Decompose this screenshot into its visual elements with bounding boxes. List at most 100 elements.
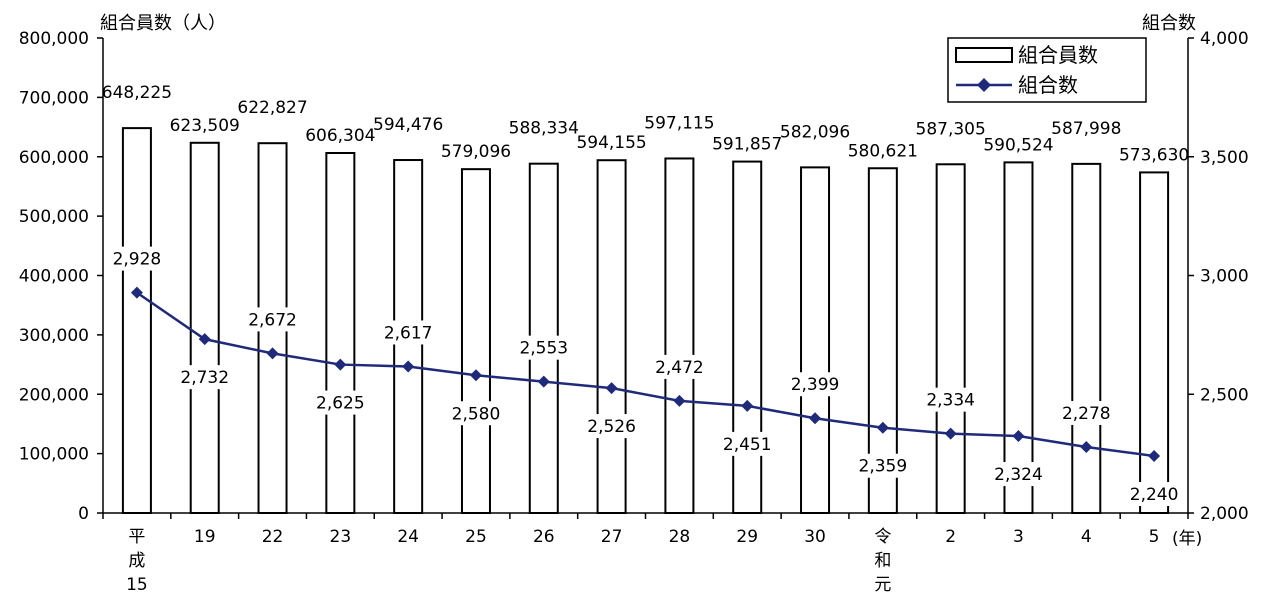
line-label-background: [1127, 482, 1182, 506]
bar-data-label: 579,096: [441, 142, 511, 162]
x-axis-category-label: 28: [669, 527, 691, 547]
line-label-background: [109, 246, 164, 271]
bar-data-label: 648,225: [102, 83, 172, 103]
bar-data-label: 590,524: [983, 135, 1053, 155]
line-data-label: 2,240: [1130, 485, 1179, 505]
bar-members: [664, 157, 695, 514]
bar-members: [596, 159, 627, 515]
bar-data-label: 580,621: [848, 141, 918, 161]
line-point-diamond: [673, 394, 686, 407]
line-data-label: 2,278: [1062, 404, 1111, 424]
line-point-diamond: [266, 347, 279, 360]
bar-data-label: 597,115: [644, 113, 714, 133]
x-axis-category-label: 19: [194, 527, 216, 547]
line-data-label: 2,359: [859, 457, 908, 477]
line-label-background: [177, 365, 232, 390]
line-point-diamond: [469, 369, 482, 382]
line-point-diamond: [1080, 440, 1093, 453]
bar-data-label: 588,334: [509, 119, 579, 139]
right-axis-tick-label: 2,000: [1200, 504, 1249, 524]
line-point-diamond: [876, 421, 889, 434]
x-axis-category-label: 2: [945, 527, 956, 547]
left-axis-tick-label: 500,000: [19, 207, 89, 227]
bar-members: [189, 141, 220, 514]
line-label-background: [313, 390, 368, 415]
line-label-background: [652, 354, 707, 379]
legend-label-members: 組合員数: [1018, 43, 1098, 67]
left-axis-tick-label: 400,000: [19, 267, 89, 287]
bar-members: [800, 166, 831, 514]
bar-data-label: 582,096: [780, 122, 850, 142]
x-axis-category-label: 3: [1013, 527, 1024, 547]
left-axis-tick-label: 200,000: [19, 385, 89, 405]
line-point-diamond: [809, 412, 822, 425]
x-axis-category-label: 22: [262, 527, 284, 547]
x-axis-category-label: 26: [533, 527, 555, 547]
bar-members: [935, 163, 966, 514]
line-label-background: [245, 307, 300, 332]
bar-data-label: 606,304: [305, 126, 375, 146]
left-axis-tick-label: 600,000: [19, 148, 89, 168]
right-axis-tick-label: 3,000: [1200, 267, 1249, 287]
right-axis-tick-label: 4,000: [1200, 29, 1249, 49]
legend-diamond-marker-icon: [977, 78, 991, 92]
line-label-background: [381, 320, 436, 345]
legend: 組合員数 組合数: [947, 37, 1147, 103]
right-axis-tick-label: 3,500: [1200, 148, 1249, 168]
left-axis-tick-label: 300,000: [19, 326, 89, 346]
left-axis-title: 組合員数（人）: [100, 13, 226, 34]
line-point-diamond: [944, 427, 957, 440]
line-unions: [136, 291, 1155, 458]
line-data-label: 2,928: [113, 250, 162, 270]
bar-data-label: 623,509: [170, 116, 240, 136]
line-label-background: [923, 387, 978, 412]
bar-data-label: 587,998: [1051, 119, 1121, 139]
x-axis-category-label: 24: [397, 527, 419, 547]
line-label-background: [448, 401, 503, 426]
line-point-diamond: [1148, 450, 1161, 462]
line-label-background: [516, 335, 571, 360]
left-axis-tick-label: 700,000: [19, 88, 89, 108]
bar-members: [121, 127, 152, 515]
line-point-diamond: [741, 399, 754, 412]
left-axis-tick-label: 100,000: [19, 445, 89, 465]
right-axis-title: 組合数: [1142, 13, 1196, 34]
line-point-diamond: [605, 382, 618, 395]
line-label-background: [991, 462, 1046, 487]
line-label-background: [584, 414, 639, 439]
line-label-background: [1059, 400, 1114, 425]
line-label-background: [720, 431, 775, 456]
bar-members: [460, 168, 491, 514]
bar-members: [1071, 162, 1102, 514]
line-point-diamond: [402, 360, 415, 373]
line-data-label: 2,672: [248, 310, 297, 330]
line-data-label: 2,334: [926, 391, 975, 411]
left-axis-tick-label: 0: [78, 504, 89, 524]
line-data-label: 2,580: [452, 404, 501, 424]
line-data-label: 2,553: [519, 339, 568, 359]
x-axis-category-label: 25: [465, 527, 487, 547]
line-point-diamond: [537, 375, 550, 388]
line-series-group: [130, 286, 1161, 462]
legend-bar-swatch-icon: [955, 47, 1013, 63]
bar-data-label: 573,630: [1119, 145, 1189, 165]
line-point-diamond: [130, 286, 143, 299]
x-axis-category-label: 29: [736, 527, 758, 547]
bar-data-label: 622,827: [237, 98, 307, 118]
line-point-diamond: [198, 333, 211, 346]
line-data-label: 2,399: [791, 375, 840, 395]
bar-data-label: 594,155: [576, 133, 646, 153]
x-axis-category-label: 令和元: [874, 527, 891, 595]
line-label-background: [788, 372, 843, 397]
bar-members: [732, 160, 763, 514]
legend-label-unions: 組合数: [1018, 73, 1078, 97]
line-data-label: 2,451: [723, 435, 772, 455]
bar-data-label: 587,305: [916, 119, 986, 139]
line-data-label: 2,324: [994, 465, 1043, 485]
x-axis-category-label: 4: [1081, 527, 1092, 547]
line-point-diamond: [334, 358, 347, 371]
bar-data-label: 591,857: [712, 135, 782, 155]
x-axis-category-label: 5: [1149, 527, 1160, 547]
